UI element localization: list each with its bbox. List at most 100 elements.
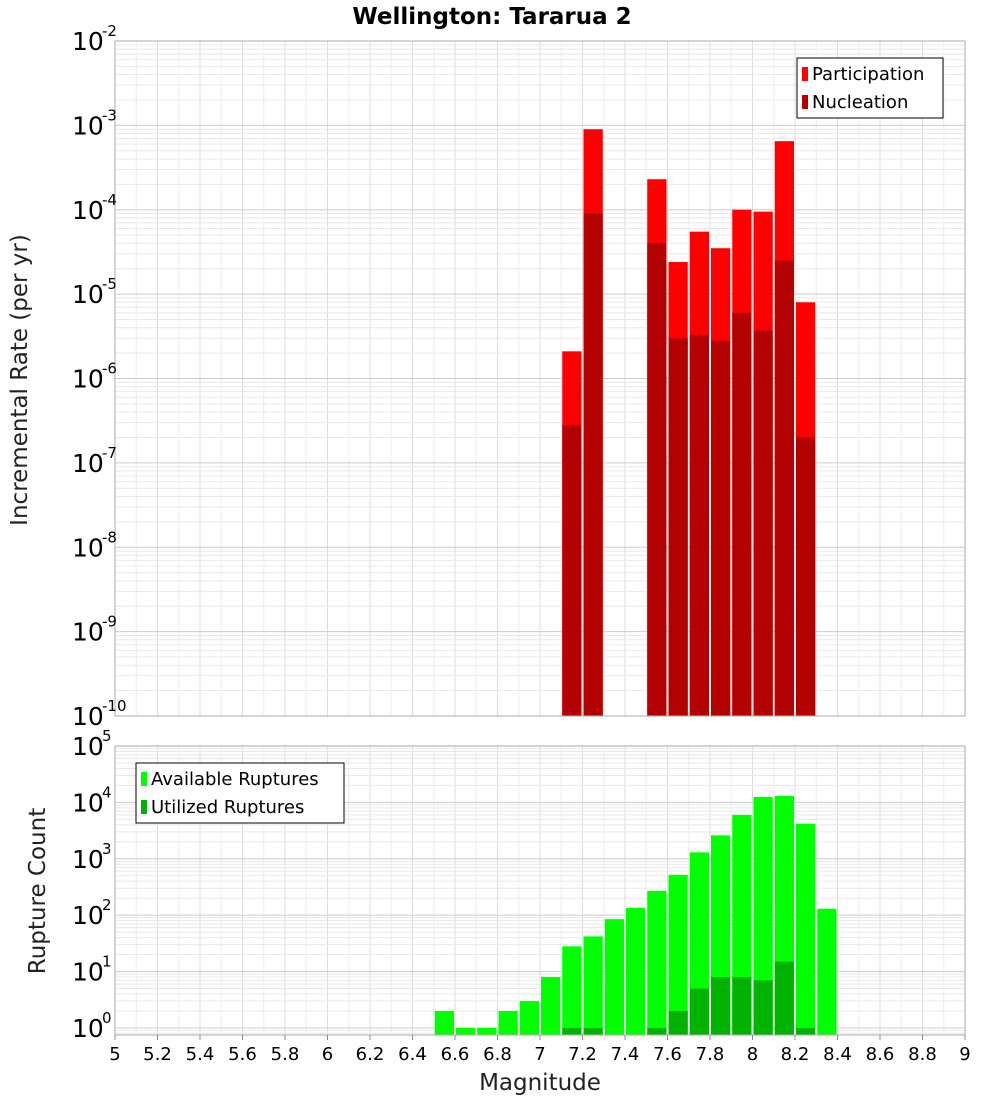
bottom-bar-utilized-ruptures (562, 1027, 582, 1035)
top-y-tick-exponent: -7 (102, 444, 117, 462)
top-y-tick-exponent: -3 (102, 106, 117, 124)
bottom-bar-available-ruptures (456, 1027, 476, 1035)
bottom-bar-available-ruptures (434, 1010, 454, 1035)
bottom-bar-utilized-ruptures (774, 961, 794, 1035)
top-y-tick-exponent: -10 (102, 697, 127, 715)
bottom-bar-available-ruptures (541, 977, 561, 1035)
top-bar-nucleation (753, 330, 773, 716)
top-y-tick-label: 10 (72, 618, 104, 647)
bottom-y-tick-exponent: 1 (102, 953, 112, 971)
x-tick-label: 6.2 (356, 1044, 385, 1065)
top-gridlines (114, 40, 966, 717)
bottom-legend-swatch (141, 800, 147, 814)
bottom-bar-utilized-ruptures (583, 1027, 603, 1035)
bottom-y-tick-exponent: 5 (102, 727, 112, 745)
bottom-legend-swatch (141, 772, 147, 786)
top-y-tick-exponent: -4 (102, 191, 117, 209)
bottom-bar-available-ruptures (562, 946, 582, 1035)
x-tick-label: 7.4 (611, 1044, 640, 1065)
bottom-y-tick-exponent: 3 (102, 840, 112, 858)
top-bar-nucleation (689, 334, 709, 716)
bottom-y-tick-label: 10 (72, 732, 104, 761)
top-y-tick-label: 10 (72, 533, 104, 562)
top-legend-box (796, 57, 944, 119)
bottom-legend-label: Available Ruptures (151, 769, 319, 790)
bottom-bar-available-ruptures (583, 936, 603, 1035)
top-legend-swatch (802, 95, 808, 109)
bottom-bar-available-ruptures (604, 919, 624, 1035)
bottom-y-axis-title: Rupture Count (25, 808, 51, 974)
top-legend: Participation Nucleation (796, 57, 944, 119)
x-tick-label: 8.8 (908, 1044, 937, 1065)
bottom-y-tick-label: 10 (72, 788, 104, 817)
top-y-tick-label: 10 (72, 702, 104, 731)
x-ticks: 5 5.2 5.4 5.6 5.8 6 6.2 6.4 6.6 6.8 7 7.2 7.4 7.6 7.8 8… (109, 1035, 971, 1065)
bottom-bars (434, 795, 837, 1035)
top-y-tick-exponent: -5 (102, 275, 117, 293)
bottom-bar-available-ruptures (498, 1010, 518, 1035)
top-bar-nucleation (774, 260, 794, 716)
top-bar-nucleation (711, 340, 731, 716)
x-tick-label: 7 (534, 1044, 545, 1065)
x-tick-label: 8.4 (823, 1044, 852, 1065)
bottom-bar-available-ruptures (796, 823, 816, 1035)
bottom-bar-utilized-ruptures (668, 1010, 688, 1035)
bottom-y-tick-exponent: 4 (102, 783, 112, 801)
x-tick-label: 5.4 (186, 1044, 215, 1065)
x-tick-label: 5 (109, 1044, 120, 1065)
bottom-bar-available-ruptures (519, 1001, 539, 1035)
x-tick-label: 5.8 (271, 1044, 300, 1065)
top-legend-label: Nucleation (812, 92, 908, 113)
top-bar-nucleation (796, 437, 816, 716)
bottom-bar-utilized-ruptures (732, 977, 752, 1035)
top-bar-nucleation (583, 213, 603, 717)
top-y-tick-label: 10 (72, 280, 104, 309)
x-tick-label: 8 (747, 1044, 758, 1065)
x-tick-label: 6.4 (398, 1044, 427, 1065)
x-tick-label: 6.8 (483, 1044, 512, 1065)
x-tick-label: 6.6 (441, 1044, 470, 1065)
top-legend-swatch (802, 67, 808, 81)
top-y-axis-title: Incremental Rate (per yr) (7, 234, 33, 526)
top-y-tick-label: 10 (72, 196, 104, 225)
top-bars (562, 129, 816, 717)
bottom-bar-utilized-ruptures (753, 980, 773, 1035)
top-panel: 10-1010-910-810-710-610-510-410-310-2Par… (72, 22, 966, 731)
top-y-tick-exponent: -2 (102, 22, 117, 40)
x-tick-label: 7.6 (653, 1044, 682, 1065)
chart-title: Wellington: Tararua 2 (352, 4, 631, 30)
top-y-tick-exponent: -9 (102, 613, 117, 631)
top-y-tick-label: 10 (72, 365, 104, 394)
bottom-bar-available-ruptures (753, 796, 773, 1035)
top-y-tick-exponent: -8 (102, 528, 117, 546)
bottom-bar-available-ruptures (647, 890, 667, 1035)
bottom-bar-available-ruptures (626, 907, 646, 1035)
top-y-tick-exponent: -6 (102, 360, 117, 378)
x-tick-label: 5.2 (143, 1044, 172, 1065)
top-y-tick-label: 10 (72, 27, 104, 56)
bottom-legend-box (135, 762, 345, 824)
x-tick-label: 5.6 (228, 1044, 257, 1065)
top-plot-border (114, 40, 966, 717)
top-bar-nucleation (732, 312, 752, 716)
x-tick-label: 8.2 (781, 1044, 810, 1065)
bottom-y-tick-label: 10 (72, 1014, 104, 1043)
bottom-y-tick-exponent: 2 (102, 896, 112, 914)
top-bar-nucleation (668, 338, 688, 716)
bottom-bar-available-ruptures (817, 908, 837, 1035)
top-legend-label: Participation (812, 64, 924, 85)
top-bar-nucleation (562, 425, 582, 716)
bottom-y-tick-exponent: 0 (102, 1009, 112, 1027)
bottom-bar-utilized-ruptures (711, 977, 731, 1035)
bottom-bar-utilized-ruptures (647, 1027, 667, 1035)
bottom-bar-utilized-ruptures (796, 1027, 816, 1035)
x-tick-label: 8.6 (866, 1044, 895, 1065)
bottom-y-tick-label: 10 (72, 901, 104, 930)
top-bar-nucleation (647, 243, 667, 717)
top-y-tick-label: 10 (72, 111, 104, 140)
x-tick-label: 6 (322, 1044, 333, 1065)
bottom-bar-available-ruptures (477, 1027, 497, 1035)
